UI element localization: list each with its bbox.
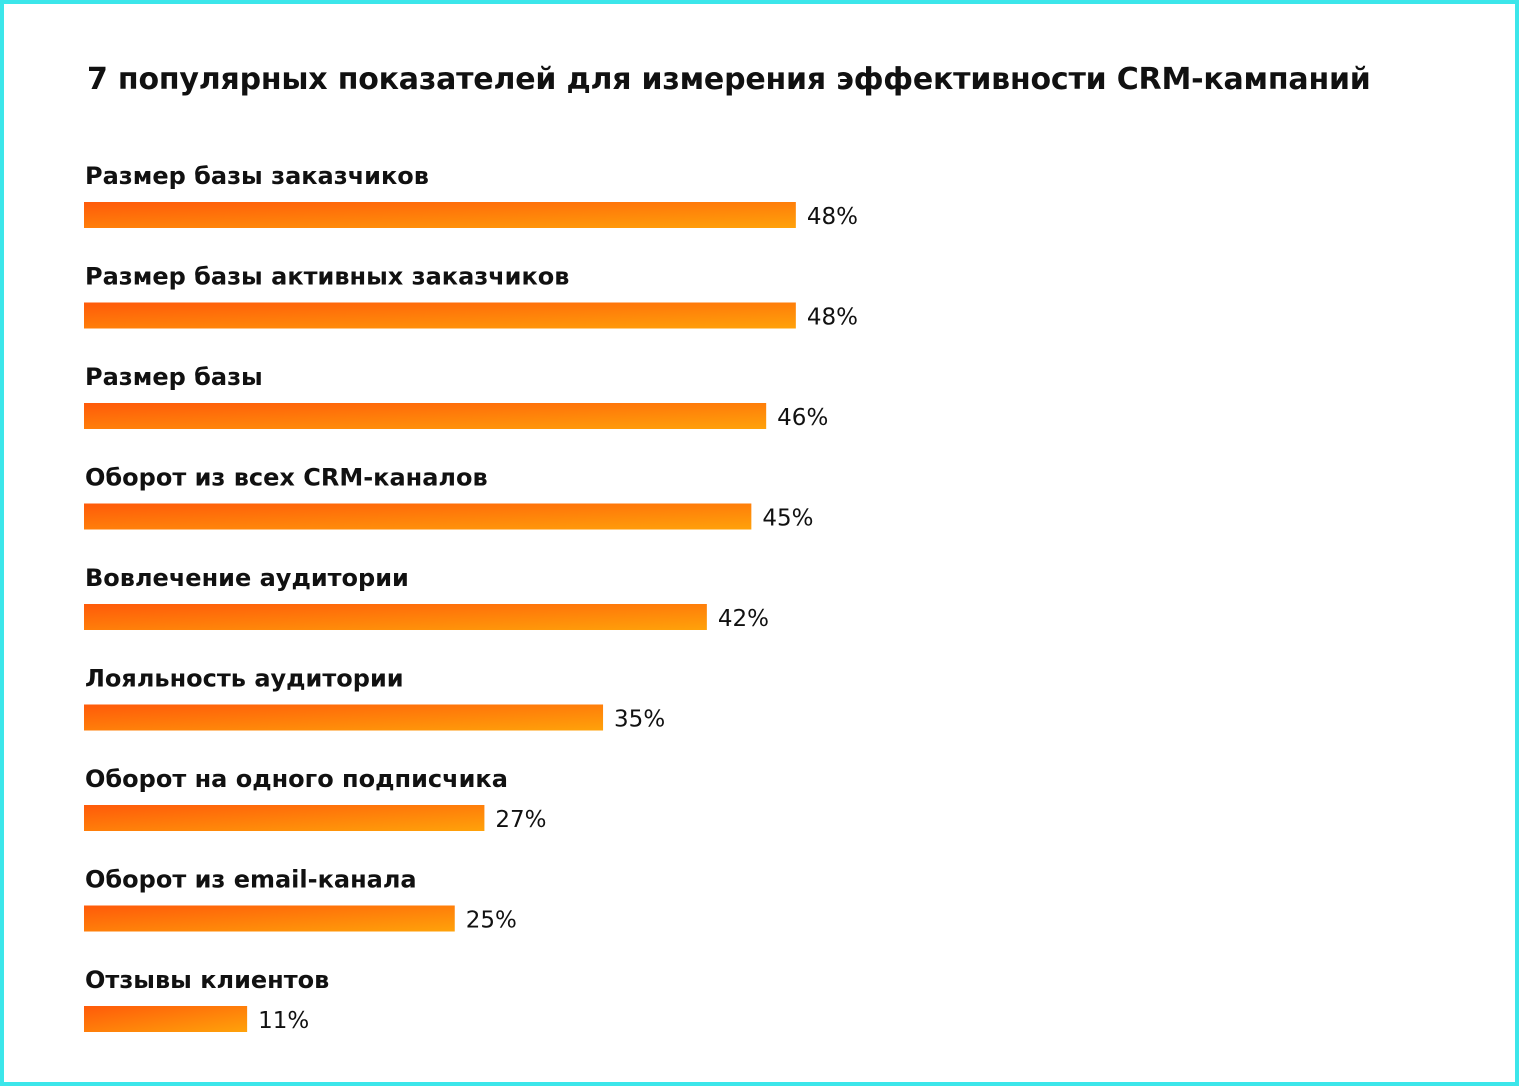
bar-chart: Размер базы заказчиков 48% Размер базы акт…: [84, 162, 858, 1034]
value-label: 45%: [762, 506, 813, 532]
category-label: Вовлечение аудитории: [85, 564, 409, 592]
value-label: 11%: [258, 1008, 309, 1034]
bar: [84, 704, 604, 731]
bars-layer: Размер базы заказчиков 48% Размер базы акт…: [84, 162, 858, 1034]
bar: [84, 403, 767, 429]
bar: [84, 503, 752, 530]
bar: [84, 1006, 248, 1032]
value-label: 35%: [614, 707, 665, 733]
value-label: 48%: [807, 305, 858, 331]
bar: [84, 202, 796, 228]
category-label: Оборот из всех CRM-каналов: [85, 464, 488, 492]
category-label: Размер базы заказчиков: [85, 162, 429, 190]
bar: [84, 302, 796, 329]
value-label: 46%: [777, 405, 828, 431]
category-label: Отзывы клиентов: [85, 966, 329, 994]
chart-title: 7 популярных показателей для измерения э…: [87, 62, 1371, 97]
value-label: 48%: [807, 204, 858, 230]
value-label: 25%: [466, 908, 517, 934]
category-label: Размер базы активных заказчиков: [85, 263, 569, 291]
category-label: Лояльность аудитории: [85, 665, 404, 693]
bar: [84, 604, 707, 630]
bar: [84, 905, 455, 932]
bar: [84, 805, 485, 831]
category-label: Оборот из email-канала: [85, 866, 417, 894]
category-label: Оборот на одного подписчика: [85, 765, 508, 793]
value-label: 42%: [718, 606, 769, 632]
category-label: Размер базы: [85, 363, 263, 391]
value-label: 27%: [495, 807, 546, 833]
